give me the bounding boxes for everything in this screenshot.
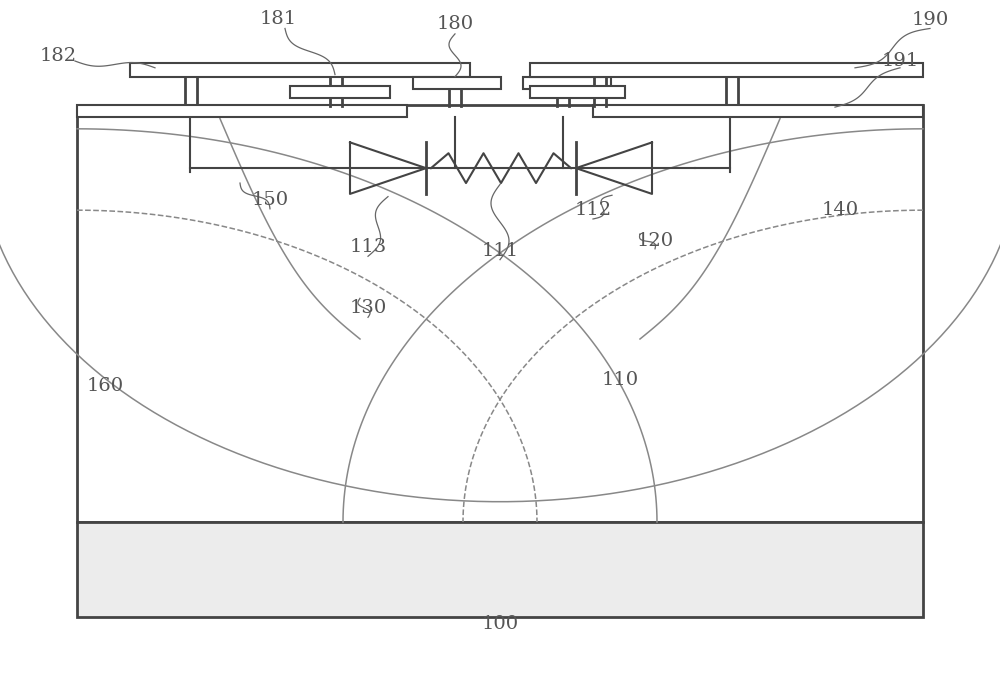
Text: 150: 150: [251, 191, 289, 209]
Text: 120: 120: [636, 232, 674, 250]
Text: 130: 130: [349, 300, 387, 317]
Bar: [413, 77, 501, 89]
Bar: [530, 86, 625, 98]
Bar: [77, 105, 923, 522]
Text: 110: 110: [601, 371, 639, 388]
Bar: [77, 105, 407, 117]
Bar: [77, 522, 923, 617]
Bar: [130, 63, 470, 77]
Text: 180: 180: [436, 15, 474, 33]
Text: 100: 100: [481, 615, 519, 633]
Text: 181: 181: [259, 10, 297, 28]
Text: 112: 112: [574, 201, 612, 219]
Bar: [523, 77, 611, 89]
Bar: [530, 63, 923, 77]
Bar: [290, 86, 390, 98]
Text: 140: 140: [821, 201, 859, 219]
Text: 182: 182: [39, 47, 77, 64]
Text: 191: 191: [881, 52, 919, 70]
Text: 111: 111: [481, 242, 519, 260]
Text: 160: 160: [86, 378, 124, 395]
Text: 190: 190: [911, 12, 949, 29]
Bar: [593, 105, 923, 117]
Text: 113: 113: [349, 239, 387, 256]
